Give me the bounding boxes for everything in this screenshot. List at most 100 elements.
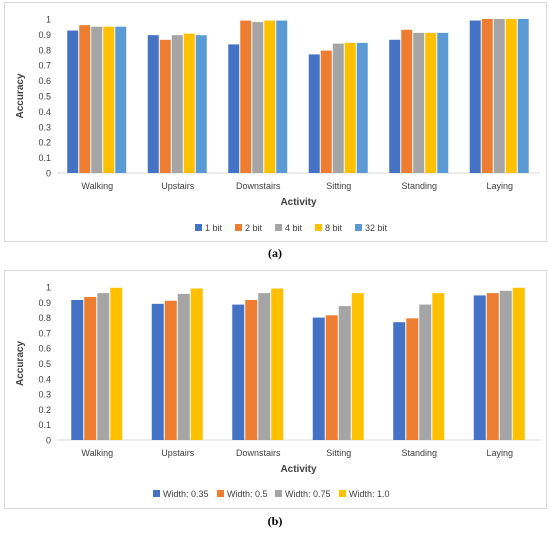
chart-a-y-tick-label: 0.7 (38, 61, 51, 71)
chart-a-bar (505, 19, 517, 173)
chart-a-y-tick-label: 0.1 (38, 153, 51, 163)
chart-b-y-tick-label: 0.2 (38, 405, 51, 415)
chart-b-bar (312, 317, 325, 440)
chart-a-legend-swatch (195, 224, 202, 231)
chart-a-bar (481, 19, 493, 173)
chart-a-bar (389, 39, 401, 173)
chart-a-x-tick-label: Upstairs (161, 181, 195, 191)
chart-a-y-tick-label: 1 (46, 15, 51, 25)
chart-a-y-tick-label: 0.8 (38, 45, 51, 55)
chart-a-bar (171, 35, 183, 173)
chart-a-bar (413, 32, 425, 173)
chart-b-bar (325, 315, 338, 440)
chart-a-x-tick-label: Standing (401, 181, 437, 191)
chart-a-bar (332, 43, 344, 173)
chart-b-y-tick-label: 0.1 (38, 420, 51, 430)
chart-b-y-tick-label: 0.3 (38, 390, 51, 400)
chart-b-y-tick-label: 0.5 (38, 359, 51, 369)
chart-a-legend-swatch (275, 224, 282, 231)
chart-b-svg: 0 0.1 0.2 0.3 0.4 0.5 0.6 0.7 0.8 0.9 1 Accuracy Wal… (15, 283, 540, 499)
chart-a-y-tick-label: 0.4 (38, 107, 51, 117)
chart-a-bar (195, 35, 207, 173)
caption-b-label: (b) (267, 514, 283, 528)
chart-b-x-tick-label: Sitting (326, 448, 351, 458)
chart-b-bar (151, 303, 164, 440)
chart-a-bar (91, 26, 103, 174)
chart-b-y-axis-label: Accuracy (15, 341, 26, 386)
chart-b-x-tick-label: Walking (81, 448, 113, 458)
chart-a-legend-swatch (235, 224, 242, 231)
chart-a-bar (401, 29, 413, 174)
chart-a-x-tick-label: Walking (81, 181, 113, 191)
chart-b-bar (393, 322, 406, 440)
chart-b-bar (499, 290, 512, 440)
chart-panel-b: 0 0.1 0.2 0.3 0.4 0.5 0.6 0.7 0.8 0.9 1 Accuracy Wal… (4, 270, 547, 509)
chart-a-bar (183, 33, 195, 173)
caption-a-label: (a) (268, 246, 282, 260)
chart-a-bar (115, 26, 127, 174)
chart-b-legend-swatch (217, 490, 224, 497)
chart-a-bar (264, 20, 276, 174)
chart-b-bar (84, 296, 97, 440)
chart-a-legend-label: 1 bit (205, 223, 223, 233)
chart-a-bar (437, 32, 449, 173)
chart-b-x-tick-label: Laying (486, 448, 513, 458)
chart-b-bar (232, 304, 245, 440)
chart-b-legend-swatch (339, 490, 346, 497)
chart-a-bar (276, 20, 288, 174)
chart-b-y-tick-label: 1 (46, 283, 51, 293)
chart-b-bar (419, 304, 432, 440)
chart-b-bar (512, 287, 525, 440)
chart-a-svg: 0 0.1 0.2 0.3 0.4 0.5 0.6 0.7 0.8 0.9 1 Accuracy Wal… (15, 15, 540, 233)
chart-a-y-tick-label: 0.2 (38, 138, 51, 148)
chart-a-x-axis-label: Activity (280, 197, 317, 208)
chart-b-legend-label: Width: 0.75 (285, 489, 331, 499)
chart-a-y-tick-label: 0 (46, 169, 51, 179)
chart-a-bar (425, 32, 437, 173)
chart-a-bar (356, 42, 368, 174)
chart-a-bar (252, 22, 264, 173)
chart-a-bar (320, 50, 332, 173)
chart-a-bar (517, 19, 529, 173)
chart-a-bar (67, 30, 79, 173)
chart-b-x-tick-label: Standing (401, 448, 437, 458)
chart-a-y-tick-label: 0.5 (38, 92, 51, 102)
chart-a-bar (308, 54, 320, 173)
caption-a: (a) (0, 246, 550, 261)
chart-a-bar (344, 42, 356, 174)
chart-a-bar (103, 26, 115, 174)
chart-b-bar (338, 306, 351, 440)
chart-a-x-tick-label: Downstairs (236, 181, 281, 191)
chart-a-y-tick-label: 0.9 (38, 30, 51, 40)
chart-b-legend-label: Width: 1.0 (349, 489, 390, 499)
chart-a-legend-swatch (315, 224, 322, 231)
chart-b-x-axis-label: Activity (280, 464, 317, 475)
chart-b-bar (271, 288, 284, 440)
chart-b-legend-label: Width: 0.5 (227, 489, 268, 499)
chart-a-legend-label: 2 bit (245, 223, 263, 233)
chart-b-legend-swatch (275, 490, 282, 497)
chart-b-legend-swatch (153, 490, 160, 497)
chart-a-bar (79, 25, 91, 173)
chart-b-bar (432, 293, 445, 440)
chart-b-bar (258, 293, 271, 440)
chart-a-x-tick-label: Sitting (326, 181, 351, 191)
chart-b-x-tick-label: Upstairs (161, 448, 195, 458)
chart-a-bar (493, 19, 505, 173)
chart-a-y-axis-label: Accuracy (15, 73, 26, 118)
chart-panel-a: 0 0.1 0.2 0.3 0.4 0.5 0.6 0.7 0.8 0.9 1 Accuracy Wal… (4, 2, 547, 242)
chart-a-bar (228, 44, 240, 173)
chart-b-y-tick-label: 0.9 (38, 298, 51, 308)
chart-b-y-tick-label: 0.6 (38, 344, 51, 354)
chart-a-x-tick-label: Laying (486, 181, 513, 191)
chart-b-x-tick-label: Downstairs (236, 448, 281, 458)
chart-b-bar (71, 300, 84, 440)
chart-b-bar (110, 287, 123, 440)
chart-a-bar (240, 20, 252, 174)
chart-b-y-tick-label: 0.7 (38, 328, 51, 338)
chart-a-bar (147, 35, 159, 173)
chart-a-y-tick-label: 0.3 (38, 122, 51, 132)
chart-b-y-tick-label: 0.8 (38, 313, 51, 323)
chart-a-bar (469, 20, 481, 174)
chart-b-bar (177, 293, 190, 440)
